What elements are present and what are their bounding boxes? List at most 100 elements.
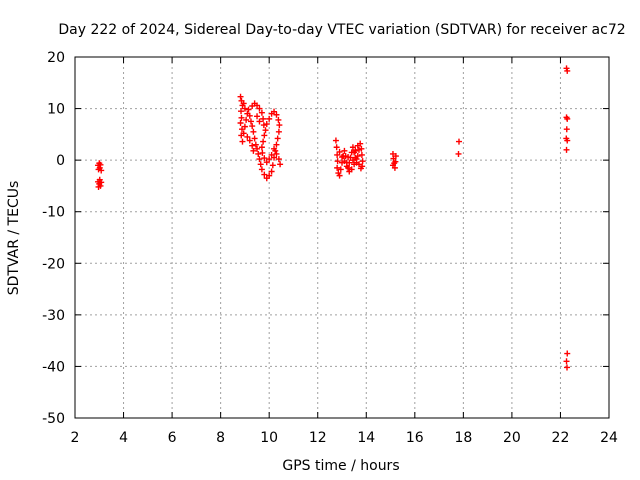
data-point-marker <box>266 172 273 179</box>
y-tick-label: 0 <box>56 153 65 169</box>
x-tick-label: 8 <box>216 430 225 446</box>
data-point-marker <box>266 115 273 122</box>
y-tick-label: 20 <box>47 50 65 66</box>
data-point-marker <box>256 118 263 125</box>
data-point-marker <box>254 102 261 109</box>
data-point-marker <box>273 111 280 118</box>
data-point-marker <box>260 115 267 122</box>
data-point-marker <box>333 144 340 151</box>
data-point-marker <box>256 105 263 112</box>
data-point-marker <box>349 144 356 151</box>
data-point-marker <box>237 93 244 100</box>
data-point-marker <box>256 156 263 163</box>
data-point-marker <box>97 161 104 168</box>
x-tick-label: 2 <box>71 430 80 446</box>
data-point-marker <box>345 154 352 161</box>
data-point-marker <box>261 171 268 178</box>
data-point-marker <box>238 108 245 115</box>
data-point-marker <box>357 165 364 172</box>
x-tick-label: 24 <box>600 430 618 446</box>
data-point-marker <box>358 151 365 158</box>
data-point-marker <box>238 114 245 121</box>
y-tick-label: -30 <box>42 308 65 324</box>
data-point-marker <box>97 182 104 189</box>
data-point-marker <box>250 128 257 135</box>
data-point-marker <box>266 156 273 163</box>
y-tick-label: -20 <box>42 256 65 272</box>
data-point-marker <box>255 150 262 157</box>
data-point-marker <box>243 116 250 123</box>
y-tick-label: 10 <box>47 102 65 118</box>
data-point-marker <box>277 161 284 168</box>
chart-title: Day 222 of 2024, Sidereal Day-to-day VTE… <box>58 22 625 38</box>
data-point-marker <box>252 141 259 148</box>
y-tick-label: -40 <box>42 359 65 375</box>
data-point-marker <box>334 151 341 158</box>
data-point-marker <box>241 105 248 112</box>
data-point-marker <box>346 168 353 175</box>
data-point-marker <box>246 112 253 119</box>
data-point-marker <box>349 157 356 164</box>
y-axis-label: SDTVAR / TECUs <box>6 181 22 296</box>
data-point-marker <box>564 67 571 74</box>
data-point-marker <box>353 156 360 163</box>
data-point-marker <box>239 138 246 145</box>
data-point-marker <box>351 161 358 168</box>
data-point-marker <box>563 358 570 365</box>
data-point-marker <box>241 123 248 130</box>
x-tick-label: 4 <box>119 430 128 446</box>
x-tick-label: 14 <box>357 430 375 446</box>
data-point-marker <box>240 100 247 107</box>
data-point-marker <box>250 147 257 154</box>
data-point-marker <box>273 150 280 157</box>
x-tick-label: 10 <box>260 430 278 446</box>
data-points <box>95 65 571 371</box>
x-axis-label: GPS time / hours <box>282 458 399 474</box>
data-point-marker <box>336 148 343 155</box>
data-point-marker <box>354 153 361 160</box>
data-point-marker <box>564 350 571 357</box>
data-point-marker <box>276 122 283 129</box>
data-point-marker <box>352 147 359 154</box>
data-point-marker <box>332 137 339 144</box>
data-point-marker <box>274 135 281 142</box>
data-point-marker <box>254 113 261 120</box>
data-point-marker <box>341 147 348 154</box>
data-point-marker <box>263 159 270 166</box>
x-tick-label: 18 <box>454 430 472 446</box>
data-point-marker <box>268 168 275 175</box>
data-point-marker <box>261 132 268 139</box>
data-point-marker <box>564 364 571 371</box>
y-tick-label: -50 <box>42 411 65 427</box>
x-tick-label: 12 <box>309 430 327 446</box>
data-point-marker <box>339 154 345 161</box>
data-point-marker <box>259 149 266 156</box>
data-point-marker <box>262 127 269 134</box>
data-point-marker <box>392 153 399 160</box>
data-point-marker <box>268 110 275 117</box>
data-point-marker <box>346 159 353 166</box>
y-tick-label: -10 <box>42 205 65 221</box>
data-point-marker <box>98 179 105 186</box>
plot-frame <box>74 56 610 419</box>
data-point-marker <box>268 151 275 158</box>
data-point-marker <box>334 164 341 171</box>
data-point-marker <box>336 172 343 179</box>
data-point-marker <box>389 162 396 169</box>
data-point-marker <box>249 142 256 149</box>
data-point-marker <box>261 155 268 162</box>
data-point-marker <box>245 106 252 113</box>
x-tick-label: 22 <box>552 430 570 446</box>
data-point-marker <box>275 128 282 135</box>
data-point-marker <box>564 137 571 144</box>
data-point-marker <box>354 142 361 149</box>
data-point-marker <box>257 161 264 168</box>
data-point-marker <box>258 144 265 151</box>
data-point-marker <box>359 158 366 165</box>
data-point-marker <box>260 122 267 129</box>
data-point-marker <box>249 123 256 130</box>
data-point-marker <box>275 116 282 123</box>
data-point-marker <box>273 141 280 148</box>
x-tick-label: 6 <box>168 430 177 446</box>
